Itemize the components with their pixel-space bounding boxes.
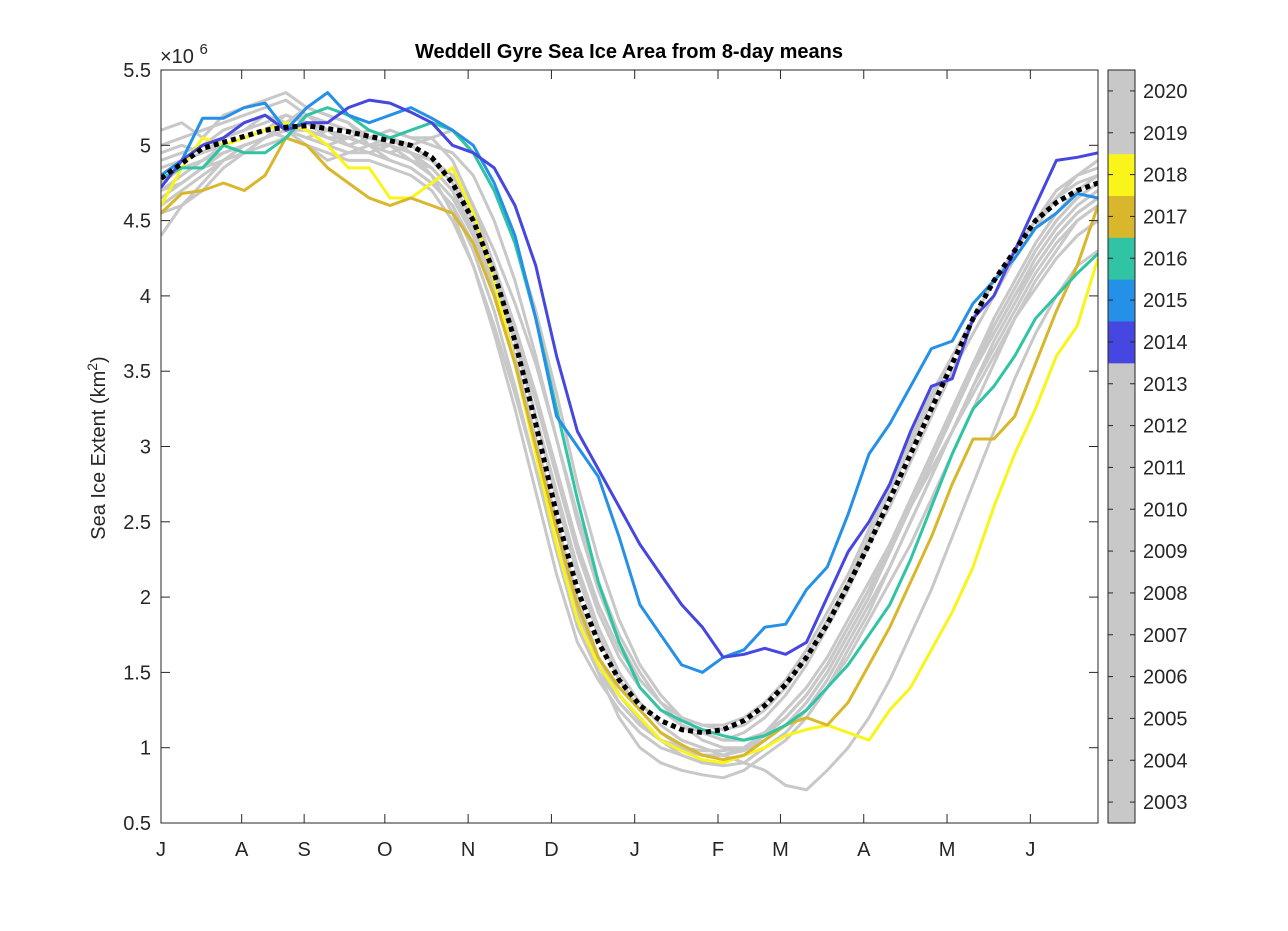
series-line-7 <box>161 128 1098 742</box>
colorbar-label: 2010 <box>1143 499 1188 521</box>
colorbar-label: 2018 <box>1143 165 1188 187</box>
series-line-14 <box>161 136 1098 762</box>
y-tick-label: 2 <box>140 587 151 609</box>
colorbar-label: 2019 <box>1143 123 1188 145</box>
colorbar-label: 2012 <box>1143 416 1188 438</box>
chart-title: Weddell Gyre Sea Ice Area from 8-day mea… <box>415 41 843 63</box>
y-axis-exponent: ×10 6 <box>160 41 208 68</box>
y-exponent-power: 6 <box>200 41 208 58</box>
colorbar-label: 2011 <box>1143 457 1186 479</box>
y-tick-label: 3.5 <box>123 361 151 383</box>
x-tick-label: O <box>377 839 393 861</box>
y-tick-label: 5 <box>140 135 151 157</box>
y-tick-label: 4 <box>140 286 151 308</box>
y-axis-ticks: 0.5 1 1.5 2 2.5 3 3.5 4 4.5 5 5.5 <box>123 60 1098 835</box>
series-line-9 <box>161 98 1098 727</box>
series-line-mean <box>161 123 1098 736</box>
colorbar-label: 2020 <box>1143 81 1188 103</box>
colorbar-label: 2005 <box>1143 708 1188 730</box>
series-line-2 <box>161 91 1098 742</box>
y-axis-label: Sea Ice Extent (km2) <box>84 356 110 539</box>
x-tick-label: A <box>235 839 249 861</box>
colorbar-label: 2008 <box>1143 583 1188 605</box>
colorbar: 2003 2004 2005 2006 2007 2008 2009 2010 2011 2012… <box>1107 69 1188 824</box>
colorbar-label: 2004 <box>1143 750 1188 772</box>
y-label-superscript: 2 <box>84 363 100 371</box>
colorbar-label: 2015 <box>1143 290 1188 312</box>
y-tick-label: 1 <box>140 738 151 760</box>
colorbar-label: 2016 <box>1143 248 1188 270</box>
colorbar-label: 2003 <box>1143 792 1188 814</box>
colorbar-label: 2013 <box>1143 374 1188 396</box>
colorbar-label: 2007 <box>1143 625 1188 647</box>
x-tick-label: S <box>297 839 310 861</box>
y-tick-label: 2.5 <box>123 512 151 534</box>
y-label-text: Sea Ice Extent (km <box>88 371 110 540</box>
y-tick-label: 1.5 <box>123 662 151 684</box>
x-tick-label: J <box>156 839 166 861</box>
x-tick-label: D <box>544 839 558 861</box>
colorbar-label: 2009 <box>1143 541 1188 563</box>
svg-text:×10 6: ×10 6 <box>160 41 208 68</box>
series-line-15 <box>161 106 1098 742</box>
colorbar-label: 2006 <box>1143 667 1188 689</box>
colorbar-label: 2017 <box>1143 206 1188 228</box>
x-tick-label: M <box>772 839 789 861</box>
colorbar-label: 2014 <box>1143 332 1188 354</box>
x-tick-label: F <box>712 839 724 861</box>
y-label-suffix: ) <box>88 356 110 363</box>
y-exponent-base: ×10 <box>160 46 194 68</box>
y-tick-label: 4.5 <box>123 211 151 233</box>
x-tick-label: A <box>857 839 871 861</box>
svg-text:Sea Ice Extent (km2): Sea Ice Extent (km2) <box>84 356 110 539</box>
colorbar-frame <box>1107 69 1136 824</box>
x-tick-label: N <box>461 839 475 861</box>
y-tick-label: 5.5 <box>123 60 151 82</box>
x-tick-label: M <box>939 839 956 861</box>
x-tick-label: J <box>1025 839 1035 861</box>
series-line-16 <box>161 91 1098 674</box>
series-layer <box>161 91 1098 792</box>
y-tick-label: 3 <box>140 437 151 459</box>
series-line-5 <box>161 113 1098 750</box>
series-line-6 <box>161 113 1098 780</box>
y-tick-label: 0.5 <box>123 813 151 835</box>
x-tick-label: J <box>630 839 640 861</box>
series-line-8 <box>161 121 1098 792</box>
series-line-13 <box>161 121 1098 765</box>
